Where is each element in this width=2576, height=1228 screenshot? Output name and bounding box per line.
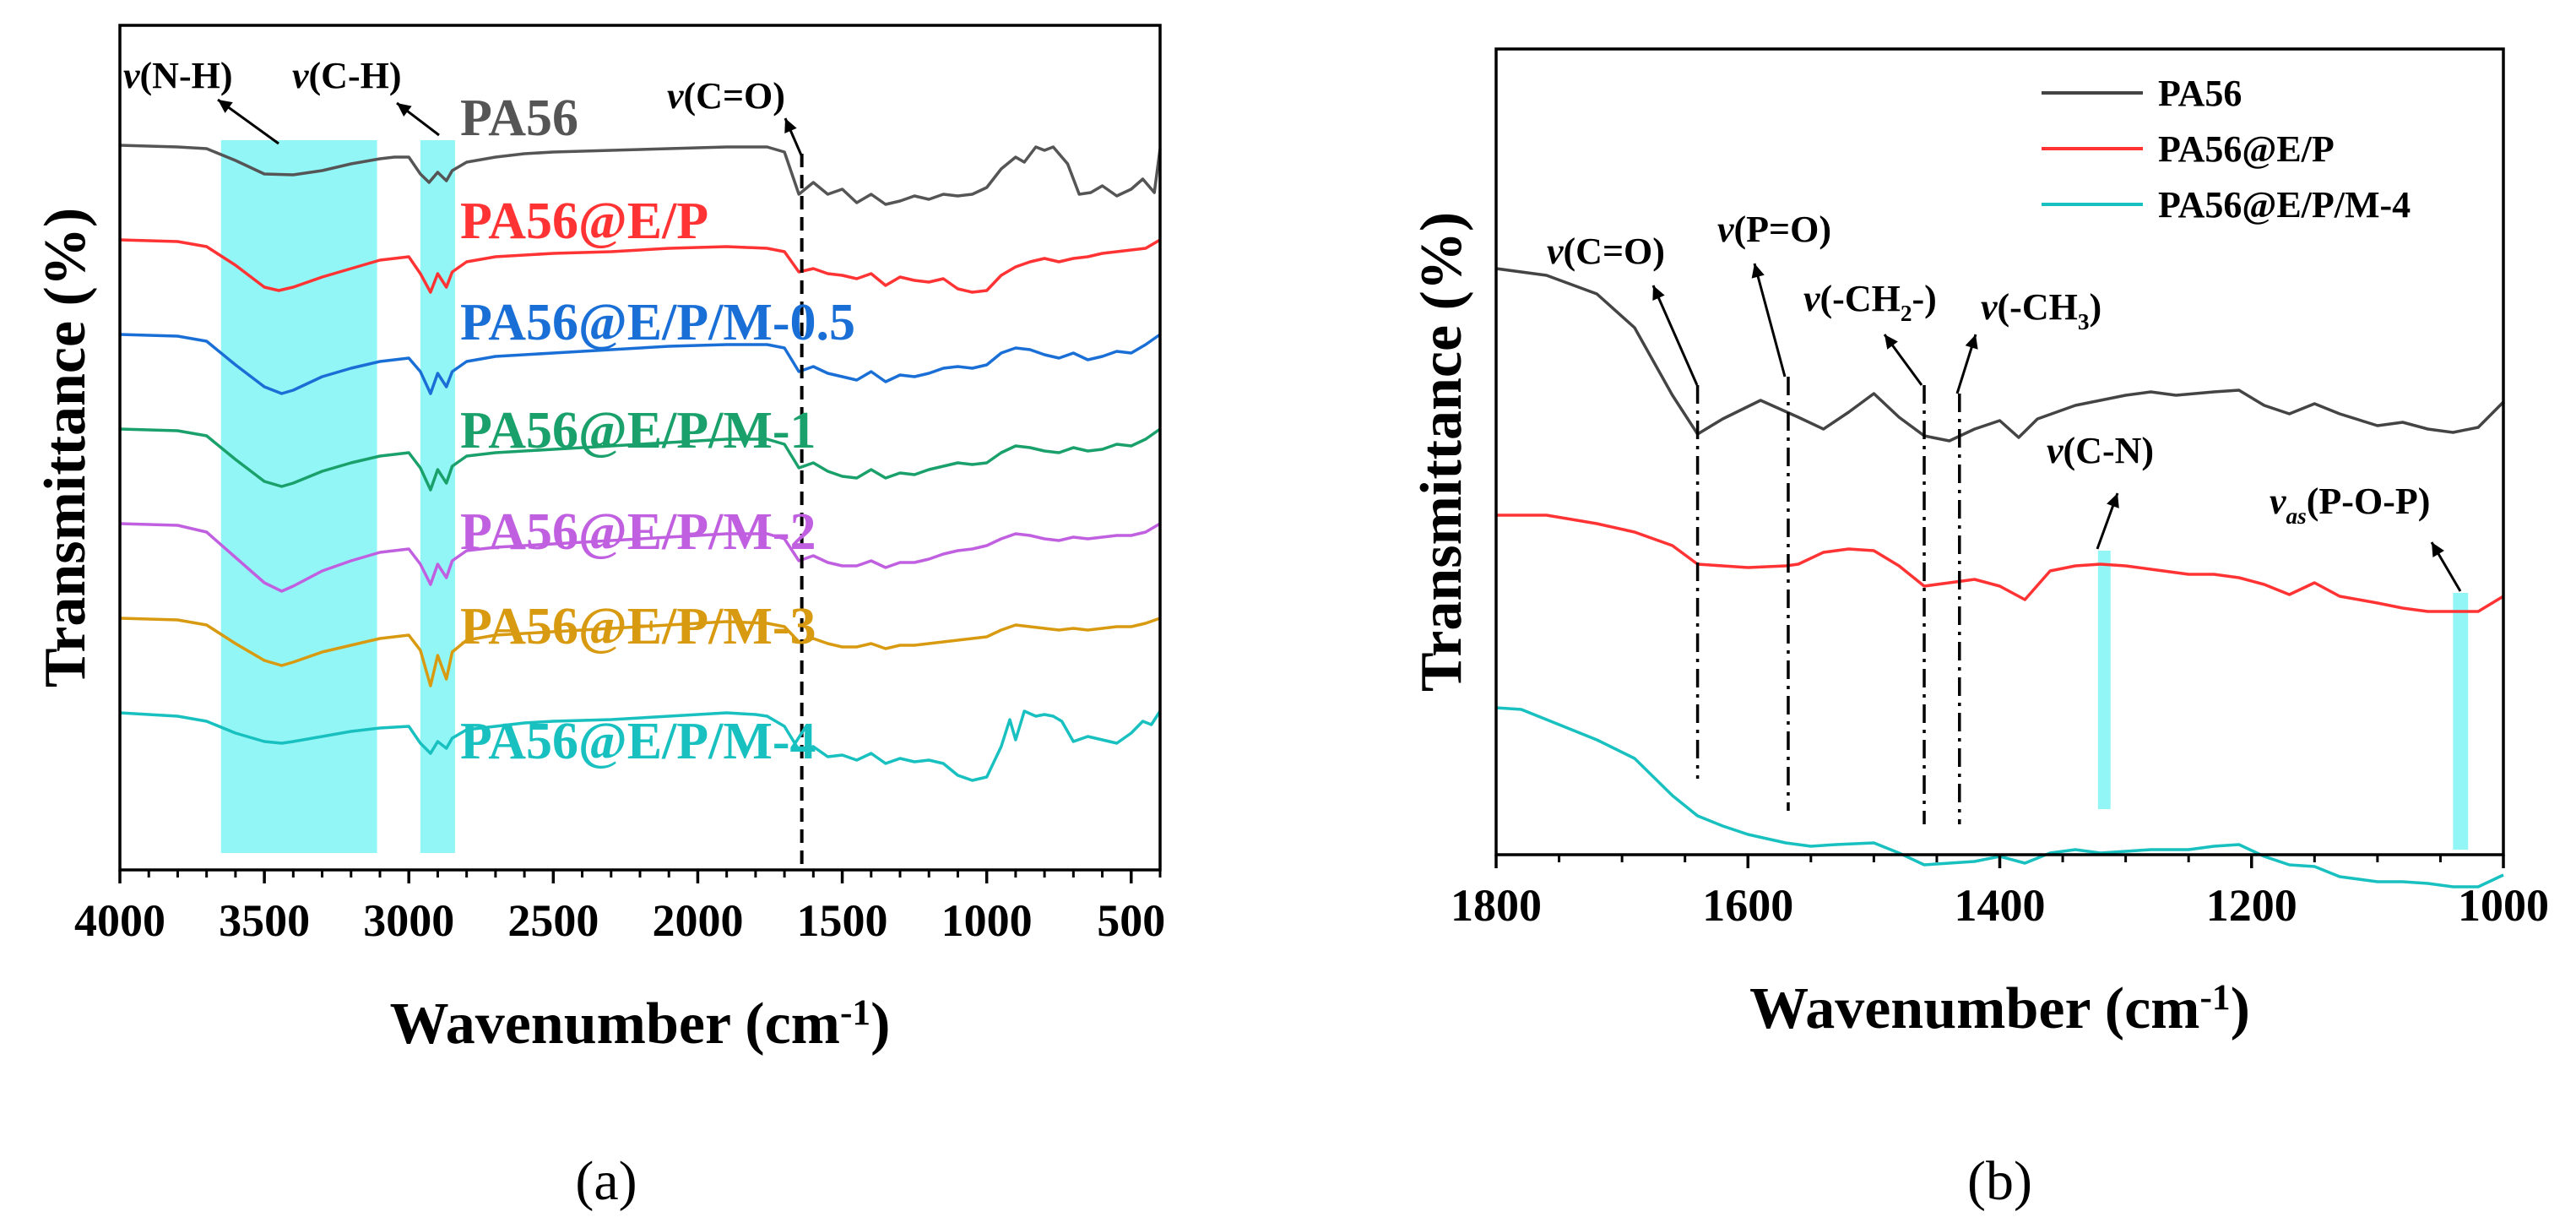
highlight-band-2: [420, 140, 455, 853]
y-axis-title: Transmittance (%): [33, 208, 98, 687]
annotation-arrow-line: [1753, 263, 1787, 378]
x-tick-label: 2500: [507, 895, 599, 946]
x-tick-label: 1800: [1451, 880, 1542, 931]
x-axis-title: Wavenumber (cm-1): [1749, 976, 2250, 1041]
annotation-arrow-head: [2432, 542, 2444, 557]
series-label-pa56-e-p-m-2: PA56@E/P/M-2: [460, 503, 816, 561]
annotation-arrow-head: [784, 118, 797, 133]
x-tick-label: 500: [1097, 895, 1165, 946]
series-label-pa56-e-p-m-3: PA56@E/P/M-3: [460, 598, 816, 655]
annotation-arrow-line: [1651, 285, 1699, 386]
legend-label-pa56: PA56: [2158, 73, 2242, 114]
series-line-pa56-e-p: [1496, 513, 2504, 613]
highlight-band-2: [2453, 593, 2469, 850]
y-axis-title: Transmittance (%): [1409, 212, 1474, 692]
series-line-pa56-e-p-m-1: [119, 427, 1162, 492]
series-line-pa56: [119, 144, 1162, 206]
series-line-pa56-e-p-m-3: [119, 617, 1161, 687]
annotation-v-c-o: v(C=O): [667, 75, 785, 117]
annotation-v-c-n: v(C-N): [2047, 430, 2154, 471]
x-tick-label: 1000: [2458, 880, 2549, 931]
series-line-pa56-e-p-m-0-5: [119, 333, 1162, 395]
x-tick-label: 2000: [652, 895, 743, 946]
series-line-pa56: [1495, 267, 2505, 443]
panel-b: 1800 1600 1400 1200 1000 Wavenumber (cm-1) Tra…: [1409, 47, 2549, 1212]
annotation-arrow-head: [218, 100, 233, 113]
annotation-v-ch3: v(-CH3): [1981, 286, 2101, 334]
annotation-arrow-head: [2107, 493, 2119, 508]
annotation-arrow-head: [1652, 285, 1665, 301]
series-label-pa56-e-p: PA56@E/P: [460, 193, 708, 250]
legend-label-pa56-e-p: PA56@E/P: [2158, 128, 2335, 170]
x-tick-label: 1400: [1955, 880, 2046, 931]
series-label-pa56-e-p-m-0-5: PA56@E/P/M-0.5: [460, 294, 855, 351]
x-axis-title: Wavenumber (cm-1): [390, 992, 891, 1057]
x-tick-label: 1500: [797, 895, 888, 946]
highlight-band-1: [2097, 551, 2111, 809]
annotation-v-n-h: v(N-H): [123, 55, 233, 96]
series-label-pa56-e-p-m-4: PA56@E/P/M-4: [460, 713, 816, 770]
annotation-v-c-h: v(C-H): [292, 55, 402, 96]
x-tick-label: 1200: [2206, 880, 2297, 931]
panel-a: 4000 3500 3000 2500 2000 1500 1000 500 Wavenumbe…: [33, 24, 1165, 1212]
annotation-vas-p-o-p: vas(P-O-P): [2270, 481, 2430, 529]
series-line-pa56-e-p-m-4: [119, 709, 1162, 782]
series-label-pa56: PA56: [460, 90, 578, 147]
x-tick-label: 3500: [219, 895, 310, 946]
annotation-arrow-head: [1751, 264, 1765, 279]
annotation-v-c-o: v(C=O): [1547, 231, 1665, 272]
annotation-arrow-head: [1965, 334, 1978, 350]
series-label-pa56-e-p-m-1: PA56@E/P/M-1: [460, 402, 816, 459]
annotation-v-p-o: v(P=O): [1717, 209, 1831, 250]
x-tick-label: 1000: [941, 895, 1033, 946]
series-line-pa56-e-p: [119, 238, 1161, 294]
legend-label-pa56-e-p-m-4: PA56@E/P/M-4: [2158, 184, 2411, 225]
plot-frame: [1494, 47, 2505, 856]
panel-label: (b): [1967, 1150, 2032, 1212]
series-line-pa56-e-p-m-2: [119, 522, 1161, 593]
x-tick-label: 4000: [74, 895, 165, 946]
x-tick-label: 3000: [363, 895, 454, 946]
highlight-band-1: [220, 140, 377, 853]
annotation-arrow-head: [1885, 334, 1898, 350]
x-tick-label: 1600: [1702, 880, 1793, 931]
annotation-arrow-head: [397, 103, 412, 117]
series-line-pa56-e-p-m-4: [1495, 706, 2504, 888]
annotation-v-ch2: v(-CH2-): [1803, 278, 1937, 326]
panel-label: (a): [575, 1150, 637, 1212]
